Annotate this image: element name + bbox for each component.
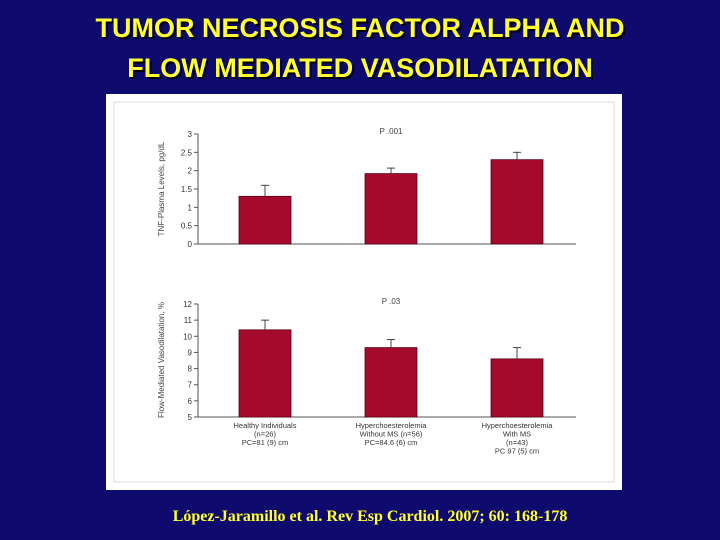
slide-title: TUMOR NECROSIS FACTOR ALPHA AND FLOW MED… [0, 8, 720, 88]
chart-1-ytick-label: 0.5 [181, 222, 193, 231]
chart-1-ytick-label: 2.5 [181, 148, 193, 157]
chart-1-bar [238, 195, 292, 245]
chart-1-ytick-label: 1 [188, 203, 193, 212]
chart-2-category-label: PC=81 (9) cm [242, 438, 288, 447]
chart-1-title: P .001 [380, 127, 404, 136]
chart-2-category-label: Healthy Individuals [234, 421, 297, 430]
chart-2-category-label: Hyperchoesterolemia [356, 421, 428, 430]
title-line-1: TUMOR NECROSIS FACTOR ALPHA AND [95, 13, 625, 43]
chart-1-ylabel: TNF-Plasma Levels, pg/dL [157, 141, 166, 236]
chart-2-ytick-label: 11 [184, 316, 193, 325]
chart-2-category-label: (n=26) [254, 430, 276, 439]
title-line-2: FLOW MEDIATED VASODILATATION [127, 53, 593, 83]
chart-canvas: P .001 TNF-Plasma Levels, pg/dL 0 0.5 1 1.5 2 2… [113, 101, 615, 483]
chart-1-ytick-label: 0 [188, 240, 193, 249]
chart-2-bar [238, 329, 292, 418]
chart-2-ytick-label: 8 [188, 365, 193, 374]
chart-2-ytick-label: 7 [188, 381, 193, 390]
chart-2-category-label: (n=43) [506, 438, 528, 447]
chart-figure: P .001 TNF-Plasma Levels, pg/dL 0 0.5 1 1.5 2 2… [106, 94, 622, 490]
chart-1-bar [364, 173, 418, 245]
chart-1-ytick-label: 1.5 [181, 185, 193, 194]
chart-2-category-label: PC=84.6 (6) cm [365, 438, 418, 447]
chart-1-ytick-label: 2 [188, 167, 193, 176]
chart-2-category-label: With MS [503, 430, 531, 439]
chart-1-ytick-label: 3 [188, 130, 193, 139]
chart-2-title: P .03 [382, 297, 401, 306]
chart-2-ytick-label: 12 [183, 300, 192, 309]
figure-frame [113, 101, 615, 483]
chart-2-bar [490, 358, 544, 418]
chart-2-ytick-label: 9 [188, 348, 193, 357]
chart-2-category-label: PC 97 (5) cm [495, 447, 539, 456]
chart-2-ytick-label: 10 [183, 332, 192, 341]
chart-2-bar [364, 347, 418, 418]
chart-2-category-label: Without MS (n=56) [360, 430, 423, 439]
chart-2-ylabel: Flow-Mediated Vasodilatation, % [157, 302, 166, 418]
chart-2-ytick-label: 5 [188, 413, 193, 422]
chart-2-ytick-label: 6 [188, 397, 193, 406]
chart-1-bar [490, 159, 544, 245]
chart-2-category-label: Hyperchoesterolemia [482, 421, 554, 430]
citation: López-Jaramillo et al. Rev Esp Cardiol. … [172, 508, 568, 525]
